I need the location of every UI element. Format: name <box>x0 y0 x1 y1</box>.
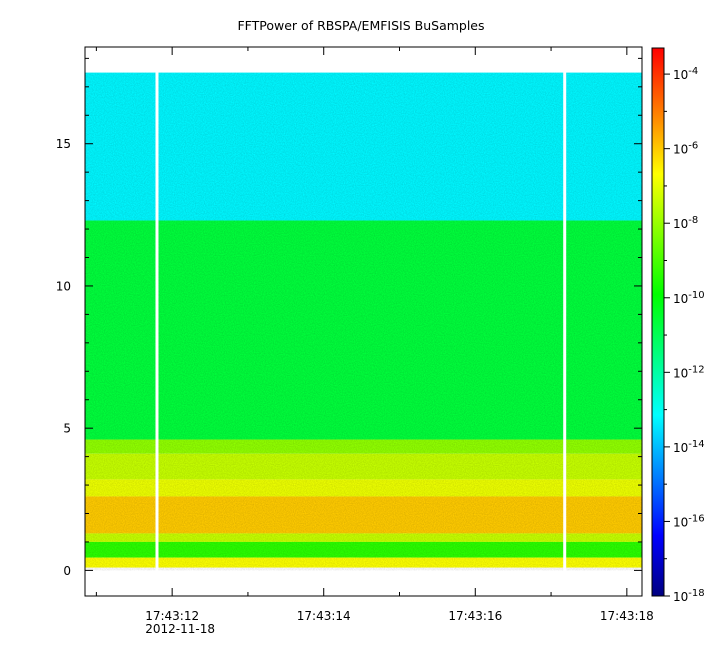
colorbar-tick-label: 10-16 <box>673 513 705 529</box>
plot-area <box>85 71 642 572</box>
y-tick-label: 0 <box>63 564 71 578</box>
y-tick-label: 10 <box>56 279 71 293</box>
spectrogram-texture <box>85 72 642 571</box>
colorbar-tick-label: 10-12 <box>673 364 705 380</box>
colorbar-tick-label: 10-4 <box>673 66 698 82</box>
colorbar-tick-label: 10-18 <box>673 588 705 604</box>
colorbar-tick-label: 10-8 <box>673 215 698 231</box>
y-tick-label: 15 <box>56 137 71 151</box>
x-axis: 17:43:12 17:43:14 17:43:16 17:43:18 <box>95 47 654 623</box>
y-axis: 0 5 10 15 <box>56 57 642 578</box>
plot-frame <box>84 46 643 597</box>
x-axis-date-label: 2012-11-18 <box>145 622 215 636</box>
colorbar-tick-label: 10-14 <box>673 439 705 455</box>
x-tick-label: 17:43:12 <box>145 609 199 623</box>
chart-title: FFTPower of RBSPA/EMFISIS BuSamples <box>237 18 484 33</box>
x-tick-label: 17:43:16 <box>448 609 502 623</box>
colorbar-tick-label: 10-10 <box>673 290 705 306</box>
x-tick-label: 17:43:14 <box>297 609 351 623</box>
colorbar-tick-label: 10-6 <box>673 141 698 157</box>
data-gap <box>155 71 159 572</box>
data-gap <box>563 71 567 572</box>
y-tick-label: 5 <box>63 422 71 436</box>
colorbar-axis: 10-18 10-16 10-14 10-12 10-10 10-8 10-6 10-4 <box>664 66 705 604</box>
x-tick-label: 17:43:18 <box>600 609 654 623</box>
colorbar <box>651 47 665 597</box>
